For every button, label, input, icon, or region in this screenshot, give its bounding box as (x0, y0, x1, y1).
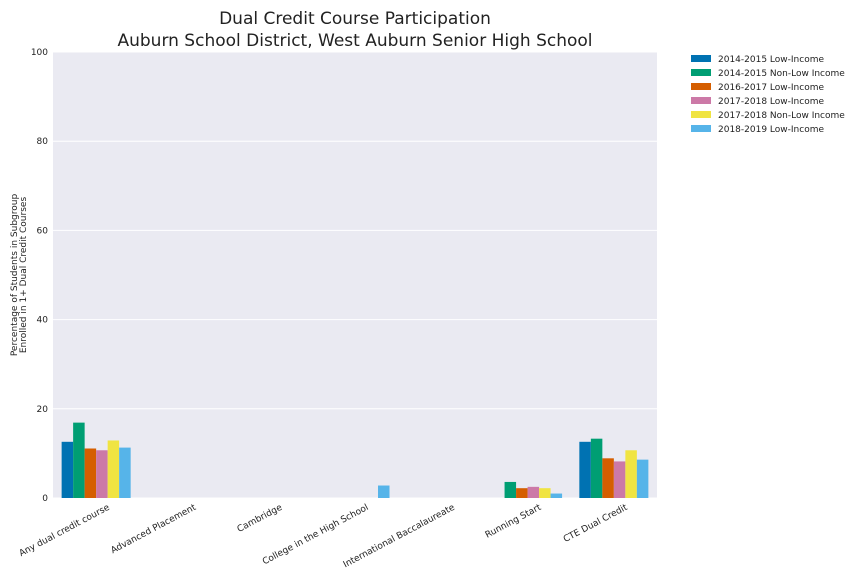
y-tick-label: 40 (37, 316, 49, 326)
legend-label: 2014-2015 Low-Income (718, 55, 824, 65)
y-tick-label: 20 (37, 405, 49, 415)
legend: 2014-2015 Low-Income 2014-2015 Non-Low In… (691, 55, 845, 135)
legend-swatch (691, 125, 711, 132)
bar-2014-2015-non-low-income-cat-5 (504, 481, 517, 498)
bar-2016-2017-low-income-cat-5 (516, 488, 528, 498)
legend-swatch (691, 97, 711, 104)
legend-label: 2017-2018 Low-Income (718, 97, 824, 107)
bar-2014-2015-low-income-cat-6 (579, 441, 591, 498)
bar-2018-2019-low-income-cat-5 (550, 493, 563, 498)
y-axis-tick-labels: 0 20 40 60 80 100 (31, 48, 48, 504)
x-tick-label: Cambridge (236, 503, 285, 535)
bar-2016-2017-low-income-cat-6 (602, 458, 614, 498)
bar-2018-2019-low-income-cat-3 (378, 485, 390, 498)
legend-label: 2016-2017 Low-Income (718, 83, 824, 93)
bar-2014-2015-non-low-income-cat-0 (73, 422, 85, 498)
x-tick-label: CTE Dual Credit (562, 503, 630, 545)
legend-label: 2014-2015 Non-Low Income (718, 69, 845, 79)
x-tick-label: Any dual credit course (18, 503, 112, 559)
y-tick-label: 0 (42, 494, 48, 504)
bar-2017-2018-non-low-income-cat-6 (625, 450, 637, 498)
bars (61, 422, 649, 498)
bar-2018-2019-low-income-cat-6 (636, 459, 649, 498)
y-axis-label-line-2: Enrolled in 1+ Dual Credit Courses (19, 197, 29, 354)
y-tick-label: 60 (37, 226, 49, 236)
x-tick-label: Advanced Placement (109, 503, 198, 557)
bar-2017-2018-low-income-cat-6 (613, 461, 626, 498)
plot-area (53, 52, 657, 498)
y-tick-label: 80 (37, 137, 49, 147)
bar-2017-2018-low-income-cat-0 (96, 450, 108, 498)
legend-swatch (691, 55, 711, 62)
legend-label: 2018-2019 Low-Income (718, 125, 824, 135)
bar-2016-2017-low-income-cat-0 (84, 448, 97, 498)
bar-2014-2015-low-income-cat-0 (61, 441, 74, 498)
bar-2017-2018-low-income-cat-5 (527, 486, 540, 498)
y-tick-label: 100 (31, 48, 48, 58)
x-tick-label: Running Start (484, 503, 544, 541)
chart-title-line-1: Dual Credit Course Participation (219, 9, 491, 29)
bar-2018-2019-low-income-cat-0 (119, 447, 131, 498)
bar-2017-2018-non-low-income-cat-0 (107, 440, 120, 498)
legend-swatch (691, 83, 711, 90)
legend-swatch (691, 69, 711, 76)
y-axis-label-line-1: Percentage of Students in Subgroup (10, 194, 20, 357)
bar-2017-2018-non-low-income-cat-5 (539, 488, 551, 498)
bar-2014-2015-non-low-income-cat-6 (590, 438, 603, 498)
chart-title-line-2: Auburn School District, West Auburn Seni… (117, 31, 592, 51)
legend-label: 2017-2018 Non-Low Income (718, 111, 845, 121)
legend-swatch (691, 111, 711, 118)
